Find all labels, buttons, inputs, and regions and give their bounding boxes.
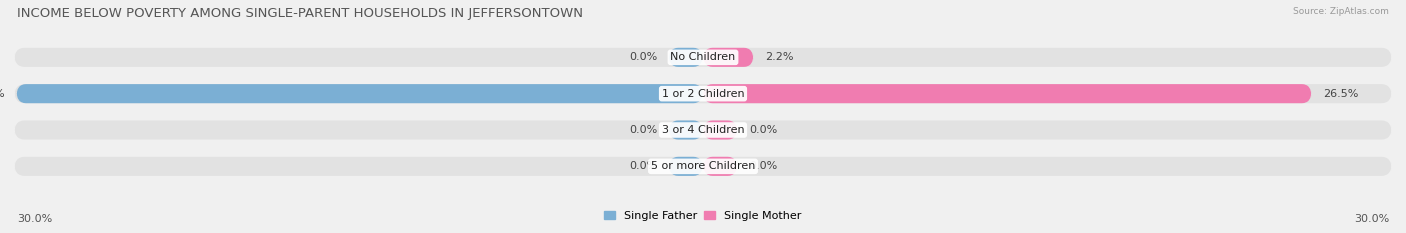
Text: 0.0%: 0.0%	[628, 52, 657, 62]
FancyBboxPatch shape	[669, 120, 703, 140]
Text: 0.0%: 0.0%	[628, 161, 657, 171]
Text: INCOME BELOW POVERTY AMONG SINGLE-PARENT HOUSEHOLDS IN JEFFERSONTOWN: INCOME BELOW POVERTY AMONG SINGLE-PARENT…	[17, 7, 583, 20]
FancyBboxPatch shape	[14, 120, 1392, 140]
Text: 0.0%: 0.0%	[749, 125, 778, 135]
FancyBboxPatch shape	[14, 157, 1392, 176]
Text: Source: ZipAtlas.com: Source: ZipAtlas.com	[1294, 7, 1389, 16]
Text: 29.9%: 29.9%	[0, 89, 4, 99]
Text: 5 or more Children: 5 or more Children	[651, 161, 755, 171]
FancyBboxPatch shape	[14, 84, 1392, 103]
FancyBboxPatch shape	[703, 48, 754, 67]
FancyBboxPatch shape	[669, 157, 703, 176]
FancyBboxPatch shape	[14, 48, 1392, 67]
Text: No Children: No Children	[671, 52, 735, 62]
FancyBboxPatch shape	[703, 120, 738, 140]
Text: 2.2%: 2.2%	[765, 52, 793, 62]
Text: 0.0%: 0.0%	[749, 161, 778, 171]
Text: 0.0%: 0.0%	[628, 125, 657, 135]
FancyBboxPatch shape	[17, 84, 703, 103]
Text: 30.0%: 30.0%	[1354, 214, 1389, 224]
FancyBboxPatch shape	[703, 84, 1312, 103]
Text: 26.5%: 26.5%	[1323, 89, 1358, 99]
Legend: Single Father, Single Mother: Single Father, Single Mother	[600, 206, 806, 225]
FancyBboxPatch shape	[669, 48, 703, 67]
FancyBboxPatch shape	[703, 157, 738, 176]
Text: 30.0%: 30.0%	[17, 214, 52, 224]
Text: 3 or 4 Children: 3 or 4 Children	[662, 125, 744, 135]
Text: 1 or 2 Children: 1 or 2 Children	[662, 89, 744, 99]
